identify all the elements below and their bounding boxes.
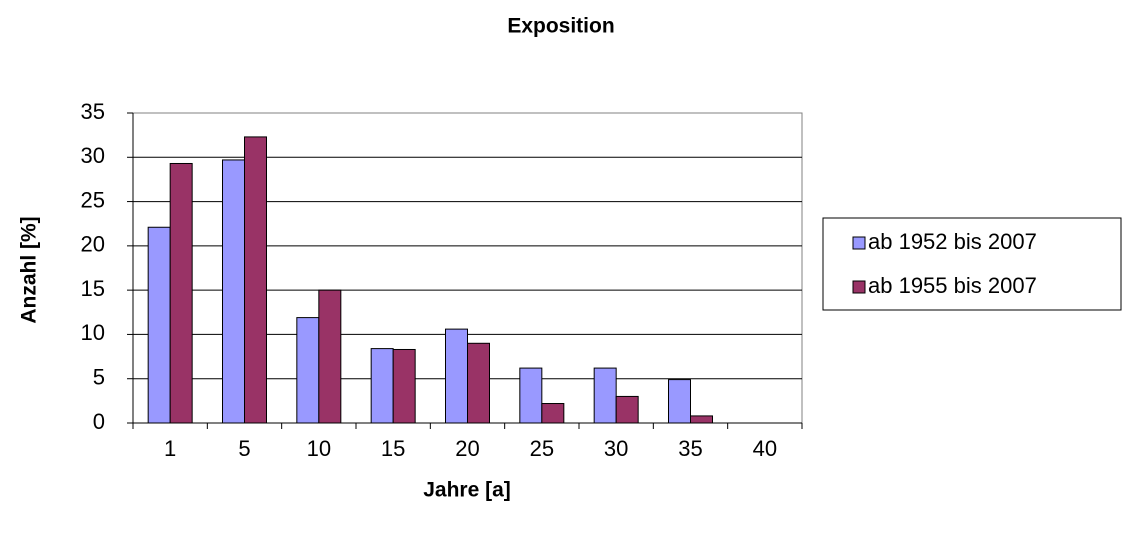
y-tick-label: 30	[81, 143, 105, 168]
bar	[593, 367, 617, 424]
bar	[467, 342, 490, 424]
y-tick-label: 35	[81, 99, 105, 124]
bar	[169, 162, 193, 424]
bar	[615, 395, 639, 424]
bar	[392, 348, 416, 424]
bar	[370, 348, 394, 424]
legend-label: ab 1955 bis 2007	[868, 273, 1037, 298]
x-tick-label: 1	[164, 436, 176, 461]
bar	[690, 415, 713, 424]
bar	[222, 159, 245, 424]
legend-swatch	[852, 236, 866, 250]
x-tick-label: 10	[307, 436, 331, 461]
bar	[296, 317, 320, 424]
x-tick-label: 20	[455, 436, 479, 461]
bar	[244, 136, 267, 424]
legend-swatch	[852, 280, 866, 294]
bar	[519, 367, 543, 424]
legend-box	[822, 217, 1122, 311]
bar	[541, 403, 565, 424]
y-tick-label: 10	[81, 320, 105, 345]
y-tick-label: 20	[81, 232, 105, 257]
bar	[445, 328, 468, 424]
x-tick-label: 40	[753, 436, 777, 461]
x-tick-label: 35	[678, 436, 702, 461]
bar	[147, 226, 171, 424]
bar	[318, 289, 342, 424]
y-tick-label: 15	[81, 276, 105, 301]
chart-title: Exposition	[507, 15, 614, 38]
bar	[668, 379, 691, 424]
y-tick-label: 25	[81, 187, 105, 212]
x-tick-label: 30	[604, 436, 628, 461]
y-tick-label: 0	[93, 409, 105, 434]
x-tick-label: 15	[381, 436, 405, 461]
x-tick-label: 25	[530, 436, 554, 461]
y-tick-label: 5	[93, 365, 105, 390]
x-tick-label: 5	[238, 436, 250, 461]
x-axis-label: Jahre [a]	[423, 479, 511, 502]
legend-label: ab 1952 bis 2007	[868, 229, 1037, 254]
y-axis-label: Anzahl [%]	[18, 216, 41, 323]
